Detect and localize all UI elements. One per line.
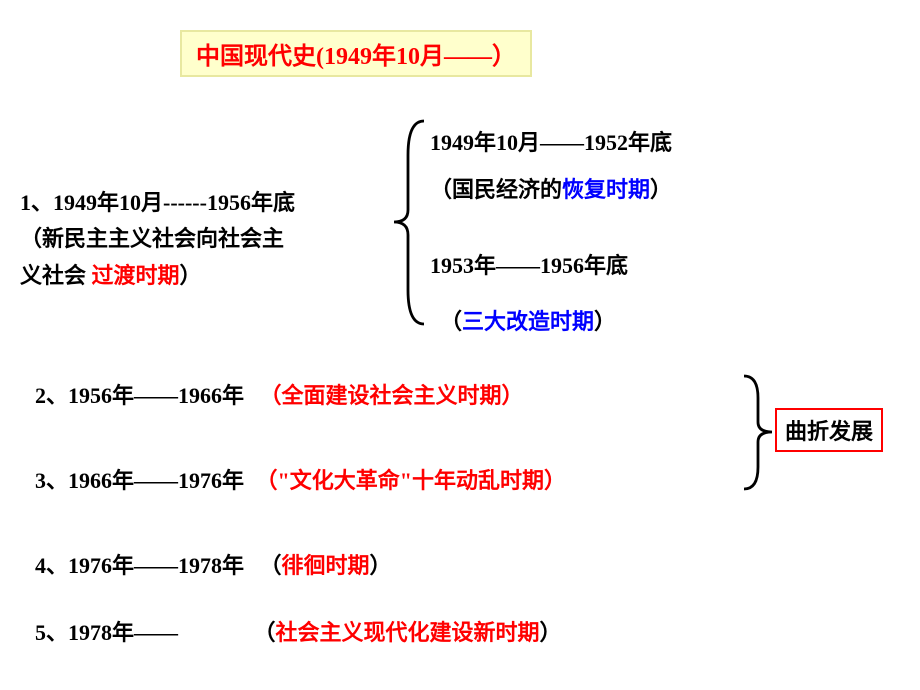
title-box: 中国现代史(1949年10月——） xyxy=(180,30,532,77)
item2-b: （全面建设社会主义时期） xyxy=(260,383,524,408)
item1-line3a: 义社会 xyxy=(20,263,92,288)
item1-line3c: ） xyxy=(180,263,202,288)
sub1b-blue: 恢复时期 xyxy=(562,177,650,202)
item4-c: 徘徊时期 xyxy=(282,553,370,578)
item4-b: （ xyxy=(260,553,282,578)
item1-line2: （新民主主义社会向社会主 xyxy=(20,226,284,251)
sub1b-post: ） xyxy=(650,177,672,202)
item1-block: 1、1949年10月------1956年底 （新民主主义社会向社会主 义社会 … xyxy=(20,185,380,294)
item5-c: 社会主义现代化建设新时期 xyxy=(276,620,540,645)
item3-a: 3、1966年——1976年 xyxy=(35,468,244,493)
right-brace-icon xyxy=(738,370,778,495)
sub2-line2: （三大改造时期） xyxy=(440,304,616,336)
item3-b: （"文化大革命"十年动乱时期） xyxy=(256,468,566,493)
item2-a: 2、1956年——1966年 xyxy=(35,383,244,408)
sub1-line2: （国民经济的恢复时期） xyxy=(430,172,672,204)
sub2-line1: 1953年——1956年底 xyxy=(430,248,628,280)
item5-row: 5、1978年—— （社会主义现代化建设新时期） xyxy=(35,615,562,647)
sub1b-pre: （国民经济的 xyxy=(430,177,562,202)
sub1-line1: 1949年10月——1952年底 xyxy=(430,125,672,160)
item4-a: 4、1976年——1978年 xyxy=(35,553,244,578)
item2-row: 2、1956年——1966年 （全面建设社会主义时期） xyxy=(35,378,524,410)
item1-line1: 1、1949年10月------1956年底 xyxy=(20,190,295,215)
item5-b: （ xyxy=(254,620,276,645)
item4-d: ） xyxy=(370,553,392,578)
curve-development-box: 曲折发展 xyxy=(775,408,883,452)
curve-development-label: 曲折发展 xyxy=(785,419,873,444)
sub2b-blue: 三大改造时期 xyxy=(462,309,594,334)
sub2b-post: ） xyxy=(594,309,616,334)
title-text-main: 中国现代史(1949年10月—— xyxy=(196,44,492,70)
left-brace-icon xyxy=(388,115,428,330)
sub2-text: 1953年——1956年底 xyxy=(430,253,628,278)
item1-line3b: 过渡时期 xyxy=(92,263,180,288)
item5-d: ） xyxy=(540,620,562,645)
item5-a: 5、1978年—— xyxy=(35,620,178,645)
item4-row: 4、1976年——1978年 （徘徊时期） xyxy=(35,548,392,580)
sub1-text: 1949年10月——1952年底 xyxy=(430,130,672,155)
sub2b-pre: （ xyxy=(440,309,462,334)
item3-row: 3、1966年——1976年 （"文化大革命"十年动乱时期） xyxy=(35,463,566,495)
title-text-post: ） xyxy=(492,44,516,70)
